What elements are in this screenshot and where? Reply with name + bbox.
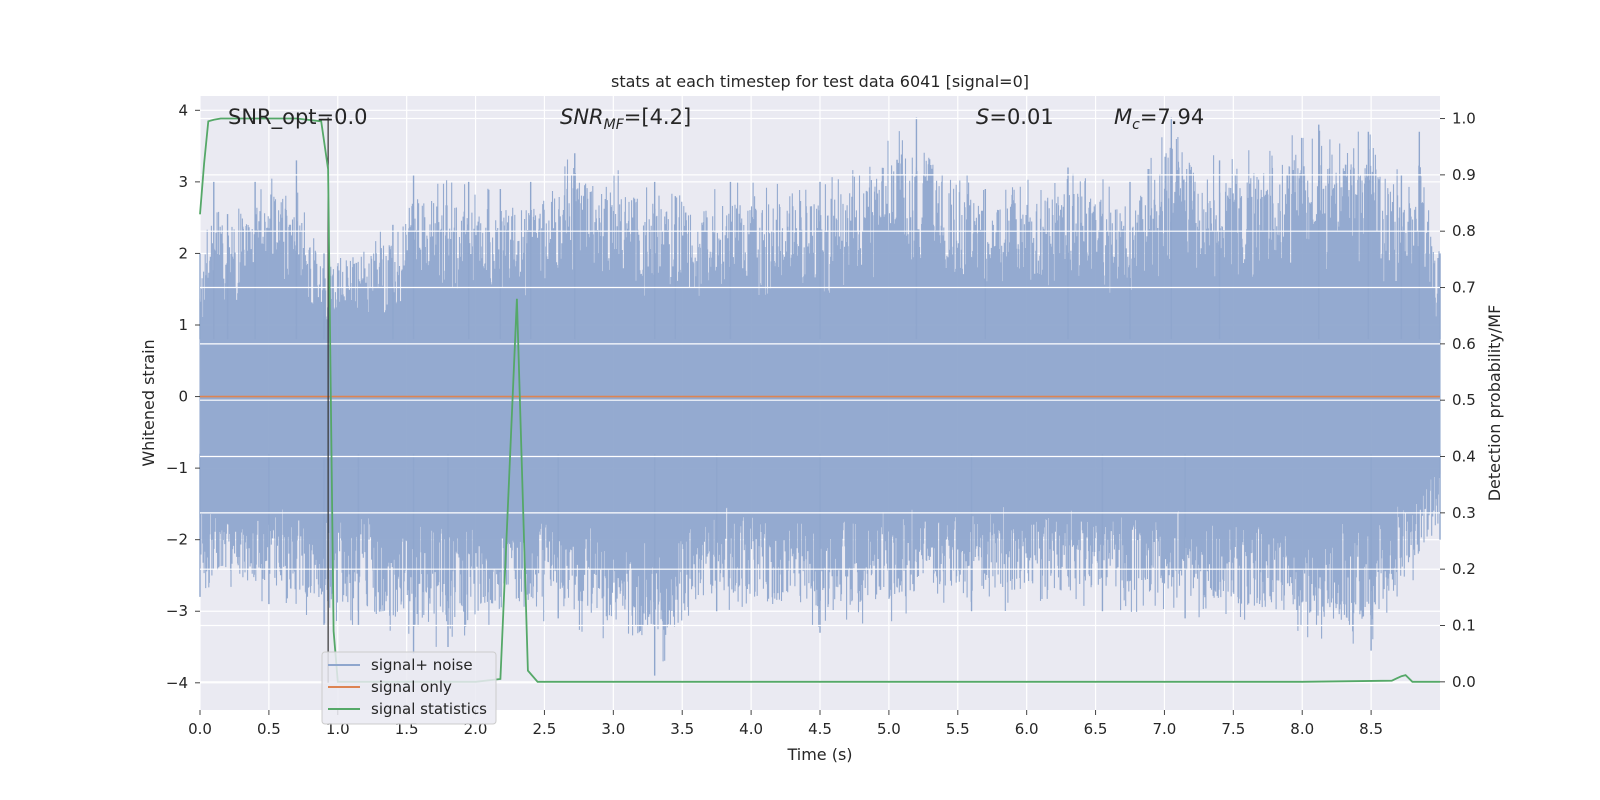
right-y-tick-label: 0.1 (1452, 617, 1476, 635)
right-y-tick-label: 0.7 (1452, 279, 1476, 297)
x-tick-label: 3.5 (670, 720, 694, 738)
x-tick-label: 5.5 (946, 720, 970, 738)
annotation-s-value: =0.01 (989, 105, 1053, 129)
annotation-mc-symbol: M (1114, 105, 1132, 129)
left-y-tick-label: 2 (178, 244, 188, 262)
left-y-tick-label: 3 (178, 173, 188, 191)
x-tick-label: 6.0 (1015, 720, 1039, 738)
x-tick-label: 5.0 (877, 720, 901, 738)
annotation-snr-mf: SNRMF=[4.2] (560, 105, 691, 133)
right-y-tick-label: 0.4 (1452, 448, 1476, 466)
annotation-snr-mf-symbol: SNR (560, 105, 604, 129)
x-tick-label: 8.5 (1359, 720, 1383, 738)
right-y-axis-label: Detection probability/MF (1485, 305, 1504, 502)
right-y-tick-label: 0.9 (1452, 166, 1476, 184)
right-y-tick-label: 1.0 (1452, 110, 1476, 128)
annotation-s-symbol: S (976, 105, 989, 129)
x-tick-label: 7.5 (1221, 720, 1245, 738)
left-y-tick-label: −2 (166, 531, 188, 549)
right-y-tick-label: 0.2 (1452, 560, 1476, 578)
left-y-axis-label: Whitened strain (139, 339, 158, 466)
right-axis-grid (200, 117, 1440, 683)
legend-label-signal-statistics: signal statistics (371, 700, 487, 718)
x-tick-label: 3.0 (601, 720, 625, 738)
legend-label-signal-only: signal only (371, 678, 452, 696)
legend-label-signal-plus-noise: signal+ noise (371, 656, 473, 674)
annotation-snr-opt: SNR_opt=0.0 (228, 105, 368, 130)
left-y-tick-label: −3 (166, 602, 188, 620)
annotation-mc-subscript: c (1132, 117, 1140, 133)
x-tick-label: 6.5 (1084, 720, 1108, 738)
legend: signal+ noise signal only signal statist… (321, 651, 497, 725)
right-y-axis-ticks: 1.0 0.9 0.8 0.7 0.6 0.5 0.4 0.3 0.2 0.1 0.0 (1440, 110, 1476, 691)
x-tick-label: 2.5 (533, 720, 557, 738)
right-y-tick-label: 0.5 (1452, 391, 1476, 409)
left-y-tick-label: −1 (166, 459, 188, 477)
left-y-axis-ticks: 4 3 2 1 0 −1 −2 −3 −4 (166, 101, 200, 692)
right-y-tick-label: 0.6 (1452, 335, 1476, 353)
x-axis-label: Time (s) (786, 745, 852, 764)
right-y-tick-label: 0.8 (1452, 222, 1476, 240)
right-y-tick-label: 0.0 (1452, 673, 1476, 691)
signal-plus-noise-series (199, 117, 1441, 676)
annotation-snr-mf-subscript: MF (604, 117, 625, 133)
x-axis-ticks: 0.0 0.5 1.0 1.5 2.0 2.5 3.0 3.5 4.0 4.5 5.0 5.5 6.0 6… (188, 710, 1383, 738)
x-tick-label: 0.5 (257, 720, 281, 738)
annotation-snr-mf-value: =[4.2] (624, 105, 691, 129)
annotation-mc: Mc=7.94 (1114, 105, 1204, 133)
annotation-s: S=0.01 (976, 105, 1054, 129)
x-tick-label: 4.5 (808, 720, 832, 738)
left-y-tick-label: 4 (178, 101, 188, 119)
left-y-tick-label: 1 (178, 316, 188, 334)
signal-plus-noise-line (199, 130, 1441, 662)
x-tick-label: 0.0 (188, 720, 212, 738)
annotation-mc-value: =7.94 (1140, 105, 1204, 129)
legend-box (321, 651, 497, 725)
x-tick-label: 8.0 (1290, 720, 1314, 738)
left-y-tick-label: 0 (178, 388, 188, 406)
x-tick-label: 7.0 (1153, 720, 1177, 738)
left-y-tick-label: −4 (166, 674, 188, 692)
chart-title: stats at each timestep for test data 604… (611, 72, 1029, 91)
x-tick-label: 4.0 (739, 720, 763, 738)
right-y-tick-label: 0.3 (1452, 504, 1476, 522)
